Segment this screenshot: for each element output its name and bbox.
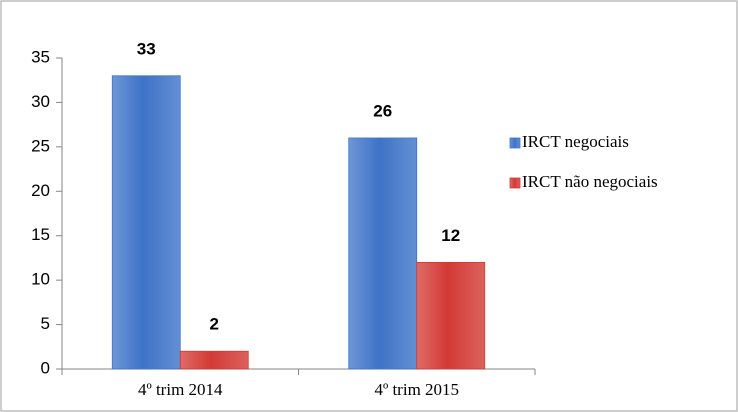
- data-label: 33: [137, 39, 156, 58]
- y-tick-label: 25: [31, 136, 50, 155]
- legend-label: IRCT não negociais: [522, 172, 658, 191]
- data-label: 2: [210, 315, 219, 334]
- y-tick-label: 5: [41, 314, 50, 333]
- y-tick-label: 10: [31, 270, 50, 289]
- y-tick-label: 15: [31, 225, 50, 244]
- legend-swatch: [509, 177, 521, 189]
- y-tick-label: 35: [31, 47, 50, 66]
- y-tick-label: 0: [41, 358, 50, 377]
- x-tick-label: 4º trim 2015: [374, 380, 459, 399]
- y-tick-label: 20: [31, 181, 50, 200]
- bar: [111, 75, 181, 370]
- bar: [416, 261, 486, 370]
- x-tick-label: 4º trim 2014: [138, 380, 223, 399]
- legend-swatch: [509, 137, 521, 149]
- data-label: 26: [373, 101, 392, 120]
- data-label: 12: [441, 226, 460, 245]
- bar: [179, 350, 249, 370]
- bar: [348, 137, 418, 370]
- y-tick-label: 30: [31, 92, 50, 111]
- legend-label: IRCT negociais: [522, 132, 629, 151]
